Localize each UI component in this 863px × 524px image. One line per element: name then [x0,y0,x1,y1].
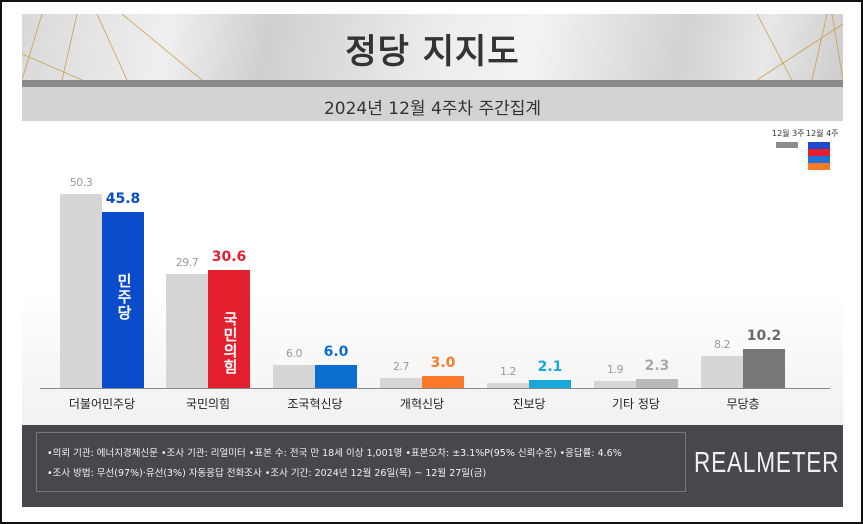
value-label-current: 10.2 [746,327,782,344]
bar-current-week: 민주당 [102,211,144,388]
legend-label-previous: 12월 3주 [772,129,805,138]
bar-previous-week [487,383,529,388]
legend-swatch-previous [776,142,798,148]
survey-info-line-1: •의뢰 기관: 에너지경제신문 •조사 기관: 리얼미터 •표본 수: 전국 만… [47,448,622,459]
footer-panel: •의뢰 기관: 에너지경제신문 •조사 기관: 리얼미터 •표본 수: 전국 만… [22,425,843,507]
party-logo-mark: 민주당 [115,273,133,322]
value-label-previous: 6.0 [286,346,303,360]
value-label-current: 45.8 [105,190,141,207]
chart-legend: 12월 3주 12월 4주 [772,128,839,178]
page-subtitle: 2024년 12월 4주차 주간집계 [323,99,542,119]
survey-info-line-2: •조사 방법: 무선(97%)·유선(3%) 자동응답 전화조사 •조사 기간:… [47,468,487,479]
header-divider [22,80,843,87]
bar-previous-week [380,377,422,388]
value-label-current: 2.1 [537,358,563,375]
bar-current-week [422,376,464,388]
bar-previous-week [594,380,636,388]
category-label: 기타 정당 [612,397,660,411]
bar-current-week [315,364,357,388]
bar-current-week [529,379,571,388]
category-label: 국민의힘 [185,397,231,411]
value-label-previous: 1.9 [607,362,624,376]
category-label: 진보당 [512,397,546,411]
value-label-previous: 29.7 [175,255,199,269]
title-banner: 정당 지지도 [22,14,843,80]
bar-previous-week [701,356,743,388]
chart-baseline [40,388,830,389]
bar-current-week [636,379,678,388]
category-label: 더불어민주당 [68,397,136,411]
subtitle-band: 2024년 12월 4주차 주간집계 [22,87,843,121]
bar-current-week [743,348,785,388]
realmeter-logo: REALMETER [694,447,840,479]
bar-current-week: 국민의힘 [208,270,250,388]
survey-info-box: •의뢰 기관: 에너지경제신문 •조사 기관: 리얼미터 •표본 수: 전국 만… [36,432,686,492]
bar-previous-week [166,273,208,388]
value-label-current: 30.6 [211,249,247,266]
page-title: 정당 지지도 [345,32,520,72]
bar-previous-week [60,194,102,388]
value-label-current: 6.0 [323,343,349,360]
party-logo-mark: 국민의힘 [221,311,239,376]
decorative-gold-lines-icon [22,14,843,80]
category-label: 무당층 [726,397,760,411]
value-label-previous: 8.2 [714,338,731,352]
value-label-previous: 2.7 [393,359,410,373]
value-label-previous: 1.2 [500,365,517,379]
value-label-current: 2.3 [644,358,670,375]
category-label: 개혁신당 [399,397,445,411]
value-label-previous: 50.3 [69,176,93,190]
value-label-current: 3.0 [430,355,456,372]
legend-swatch-current [808,142,830,170]
bar-previous-week [273,364,315,388]
legend-label-current: 12월 4주 [806,129,839,138]
category-label: 조국혁신당 [287,397,343,411]
